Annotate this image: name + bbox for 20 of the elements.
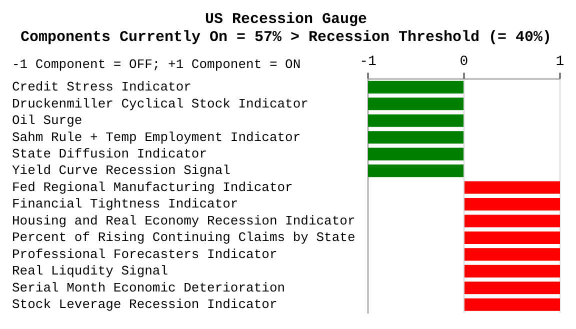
chart-title: US Recession Gauge [204, 10, 368, 28]
y-tick-label: Professional Forecasters Indicator [12, 246, 278, 262]
chart-subtitle: Components Currently On = 57% > Recession Threshold (= 40%) [20, 28, 552, 46]
y-tick-label: Sahm Rule + Temp Employment Indicator [12, 130, 301, 145]
y-tick-label: Real Liqudity Signal [12, 264, 168, 279]
x-tick-label: 1 [556, 54, 564, 70]
y-tick-label: Druckenmiller Cyclical Stock Indicator [12, 96, 308, 112]
text: -1 Component = OFF; +1 Component = ON [12, 57, 301, 72]
y-tick-label: Financial Tightness Indicator [12, 196, 238, 212]
x-tick-label: 0 [460, 54, 468, 70]
y-tick-label: Oil Surge [12, 113, 82, 128]
x-tick-label: -1 [360, 54, 376, 70]
y-tick-label: State Diffusion Indicator [12, 146, 208, 162]
y-tick-label: Yield Curve Recession Signal [12, 163, 231, 178]
y-tick-label: Fed Regional Manufacturing Indicator [12, 180, 293, 195]
y-tick-label: Credit Stress Indicator [12, 80, 192, 95]
y-tick-label: Stock Leverage Recession Indicator [12, 297, 278, 312]
y-tick-label: Housing and Real Economy Recession Indicator [12, 213, 356, 228]
y-tick-label: Percent of Rising Continuing Claims by State [12, 230, 356, 246]
y-tick-label: Serial Month Economic Deterioration [12, 280, 286, 296]
